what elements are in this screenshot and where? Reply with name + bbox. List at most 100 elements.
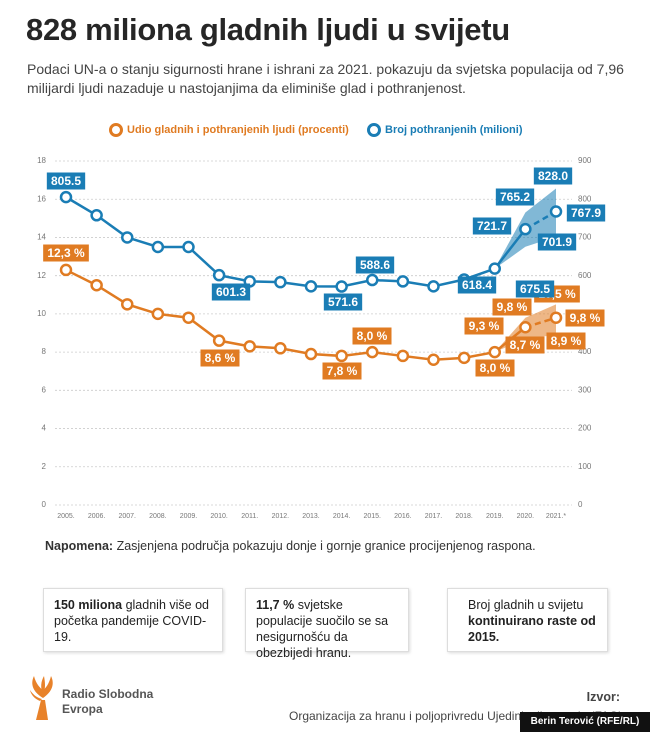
data-label-box bbox=[457, 276, 497, 294]
point bbox=[243, 340, 256, 353]
data-label: 767.9 bbox=[566, 204, 606, 222]
note: Napomena: Zasjenjena područja pokazuju d… bbox=[45, 539, 536, 553]
point bbox=[274, 342, 287, 355]
x-tick-label: 2018. bbox=[455, 513, 473, 520]
data-label-text: 828.0 bbox=[538, 169, 568, 183]
data-label-text: 8,6 % bbox=[205, 351, 236, 365]
point bbox=[59, 190, 73, 204]
y2-tick-label: 400 bbox=[578, 347, 592, 356]
y2-tick-label: 800 bbox=[578, 194, 592, 203]
data-label-text: 767.9 bbox=[571, 206, 601, 220]
point bbox=[427, 280, 440, 293]
data-label-text: 8,0 % bbox=[357, 329, 388, 343]
data-label-box bbox=[323, 293, 363, 311]
point bbox=[151, 307, 165, 321]
fact-part: 150 miliona bbox=[54, 598, 123, 612]
x-tick-label: 2011. bbox=[241, 513, 258, 520]
data-label-box bbox=[355, 256, 395, 274]
point bbox=[59, 263, 73, 277]
fact-part: gladnih više od početka pandemije COVID-… bbox=[54, 598, 209, 644]
point bbox=[519, 321, 532, 334]
data-label-text: 601.3 bbox=[216, 285, 246, 299]
data-label-box bbox=[475, 359, 515, 377]
x-tick-label: 2013. bbox=[302, 513, 320, 520]
y2-tick-label: 900 bbox=[578, 156, 592, 165]
point bbox=[182, 311, 195, 324]
data-label-box bbox=[546, 332, 586, 350]
x-tick-label: 2007. bbox=[118, 513, 136, 520]
data-label-box bbox=[515, 280, 555, 298]
point bbox=[90, 278, 103, 292]
data-label-text: 675.5 bbox=[520, 282, 550, 296]
fact-part: svjetske populacije suočilo se sa nesigu… bbox=[256, 598, 389, 660]
credit: Berin Terović (RFE/RL) bbox=[520, 712, 650, 732]
data-label-box bbox=[200, 349, 240, 367]
data-label: 828.0 bbox=[533, 167, 573, 185]
data-label-text: 9,8 % bbox=[497, 300, 528, 314]
series-line bbox=[65, 268, 527, 362]
note-label: Napomena: bbox=[45, 539, 114, 553]
point bbox=[121, 231, 134, 244]
point bbox=[549, 205, 563, 218]
data-label-box bbox=[46, 172, 86, 190]
x-tick-label: 2020. bbox=[517, 513, 535, 520]
data-label: 675.5 bbox=[515, 280, 555, 298]
data-label-box bbox=[492, 298, 532, 316]
data-label: 9,8 % bbox=[565, 309, 605, 327]
series-line bbox=[65, 196, 527, 288]
data-label-text: 8,7 % bbox=[510, 338, 541, 352]
y-tick-label: 10 bbox=[37, 309, 46, 318]
title: 828 miliona gladnih ljudi u svijetu bbox=[26, 12, 510, 47]
data-label-box bbox=[352, 327, 392, 345]
data-label: 7,8 % bbox=[322, 362, 362, 380]
data-label-text: 7,8 % bbox=[327, 364, 358, 378]
data-label-box bbox=[464, 317, 504, 335]
data-label: 571.6 bbox=[323, 293, 363, 311]
data-label: 12,3 % bbox=[43, 244, 89, 262]
point bbox=[212, 334, 226, 347]
x-tick-label: 2008. bbox=[149, 513, 167, 520]
point bbox=[427, 353, 440, 367]
logo-icon bbox=[30, 676, 53, 720]
y2-tick-label: 100 bbox=[578, 462, 592, 471]
point bbox=[121, 298, 134, 311]
y-tick-label: 14 bbox=[37, 233, 46, 242]
data-label-text: 9,8 % bbox=[570, 311, 601, 325]
x-tick-label: 2012. bbox=[272, 513, 290, 520]
legend-label: Broj pothranjenih (milioni) bbox=[385, 124, 523, 136]
data-label: 601.3 bbox=[211, 283, 251, 301]
data-label-box bbox=[565, 309, 605, 327]
point bbox=[182, 240, 195, 254]
y-tick-label: 4 bbox=[42, 424, 47, 433]
point bbox=[396, 275, 410, 288]
point bbox=[274, 275, 287, 289]
y-tick-label: 0 bbox=[42, 500, 47, 509]
subtitle: Podaci UN-a o stanju sigurnosti hrane i … bbox=[27, 61, 624, 96]
data-label-box bbox=[533, 167, 573, 185]
x-tick-label: 2015. bbox=[363, 513, 381, 520]
x-tick-label: 2009. bbox=[180, 513, 198, 520]
x-tick-label: 2006. bbox=[88, 513, 106, 520]
point bbox=[396, 349, 410, 363]
point bbox=[304, 347, 318, 361]
y2-tick-label: 0 bbox=[578, 500, 583, 509]
data-label-text: 8,0 % bbox=[480, 361, 511, 375]
point bbox=[549, 311, 563, 324]
data-label-text: 8,9 % bbox=[551, 334, 582, 348]
data-label: 588.6 bbox=[355, 256, 395, 274]
data-label-box bbox=[472, 217, 512, 235]
x-tick-label: 2017. bbox=[425, 513, 443, 520]
point bbox=[151, 240, 165, 254]
note-text: Zasjenjena područja pokazuju donje i gor… bbox=[116, 539, 536, 553]
y-tick-label: 8 bbox=[42, 347, 47, 356]
data-label-text: 9,3 % bbox=[469, 319, 500, 333]
data-label-box bbox=[566, 204, 606, 222]
fact-part: kontinuirano raste od 2015. bbox=[468, 614, 596, 644]
x-tick-label: 2016. bbox=[394, 513, 412, 520]
data-label: 8,6 % bbox=[200, 349, 240, 367]
fact-box: 11,7 % svjetske populacije suočilo se sa… bbox=[245, 588, 409, 660]
source-label: Izvor: bbox=[586, 690, 620, 704]
legend-label: Udio gladnih i pothranjenih ljudi (proce… bbox=[127, 124, 349, 136]
data-label: 9,3 % bbox=[464, 317, 504, 335]
y2-tick-label: 600 bbox=[578, 271, 592, 280]
